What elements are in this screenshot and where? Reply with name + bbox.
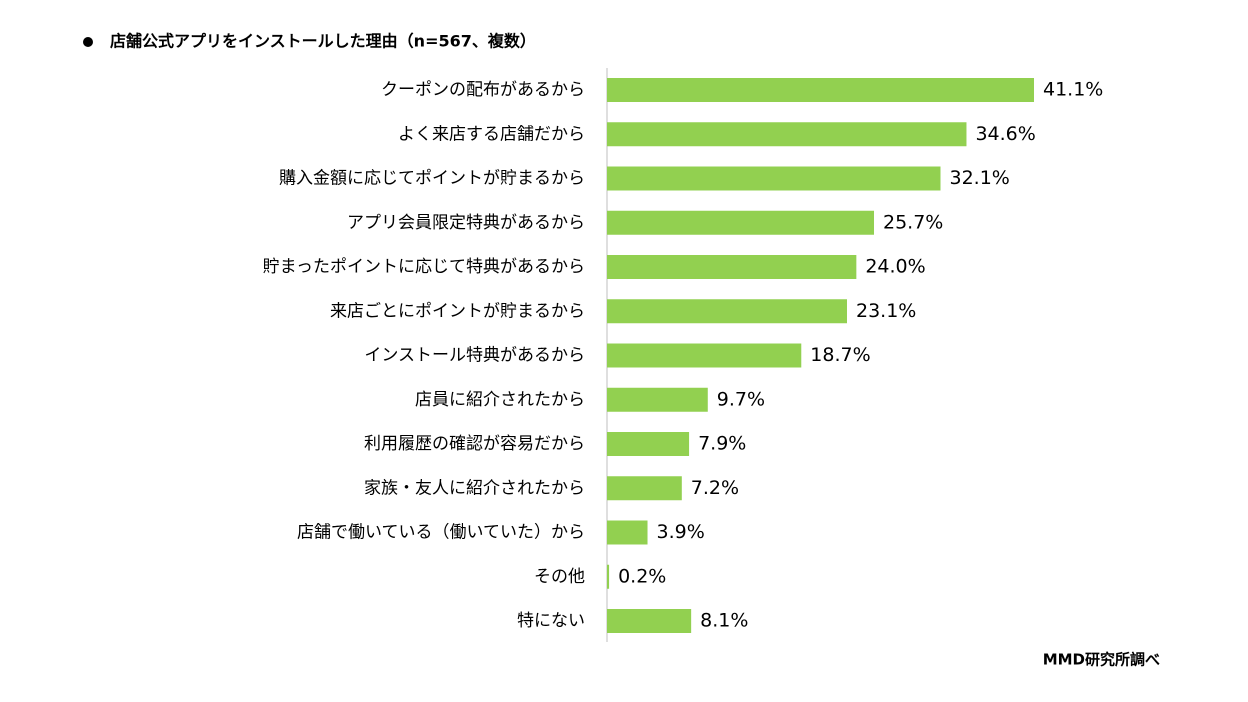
value-label: 7.2% bbox=[691, 477, 739, 499]
category-label: アプリ会員限定特典があるから bbox=[347, 213, 585, 233]
value-label: 24.0% bbox=[865, 256, 925, 278]
bar bbox=[607, 387, 708, 412]
category-label: 購入金額に応じてポイントが貯まるから bbox=[279, 169, 585, 189]
category-label: 特にない bbox=[517, 611, 585, 631]
bar bbox=[607, 476, 682, 501]
chart-title: 店舗公式アプリをインストールした理由（n=567、複数） bbox=[110, 32, 536, 51]
value-label: 0.2% bbox=[618, 565, 666, 587]
value-label: 3.9% bbox=[657, 521, 705, 543]
bar bbox=[607, 166, 941, 191]
value-label: 34.6% bbox=[975, 123, 1035, 145]
value-label: 9.7% bbox=[717, 388, 765, 410]
bar bbox=[607, 299, 847, 324]
value-label: 23.1% bbox=[856, 300, 916, 322]
bar bbox=[607, 432, 690, 456]
title-bullet bbox=[83, 37, 93, 47]
bar bbox=[607, 78, 1034, 102]
bar bbox=[607, 564, 610, 589]
bar bbox=[607, 609, 692, 633]
bar bbox=[607, 343, 802, 368]
category-label: インストール特典があるから bbox=[364, 346, 585, 366]
category-label: 来店ごとにポイントが貯まるから bbox=[330, 301, 585, 321]
bar bbox=[607, 520, 648, 545]
category-label: 利用履歴の確認が容易だから bbox=[364, 434, 585, 454]
category-label: 貯まったポイントに応じて特典があるから bbox=[263, 257, 585, 277]
value-label: 32.1% bbox=[949, 167, 1009, 189]
bar bbox=[607, 122, 967, 147]
value-label: 41.1% bbox=[1043, 79, 1103, 101]
category-label: 店舗で働いている（働いていた）から bbox=[297, 523, 585, 543]
category-label: 家族・友人に紹介されたから bbox=[364, 478, 585, 498]
source-note: MMD研究所調べ bbox=[1043, 651, 1160, 669]
category-label: 店員に紹介されたから bbox=[415, 390, 585, 410]
category-label: クーポンの配布があるから bbox=[381, 80, 585, 100]
category-label: その他 bbox=[534, 567, 585, 587]
category-label: よく来店する店舗だから bbox=[398, 124, 585, 144]
bar bbox=[607, 255, 857, 279]
bar bbox=[607, 210, 875, 235]
value-label: 18.7% bbox=[810, 344, 870, 366]
value-label: 8.1% bbox=[700, 610, 748, 632]
value-label: 7.9% bbox=[698, 433, 746, 455]
value-label: 25.7% bbox=[883, 211, 943, 233]
